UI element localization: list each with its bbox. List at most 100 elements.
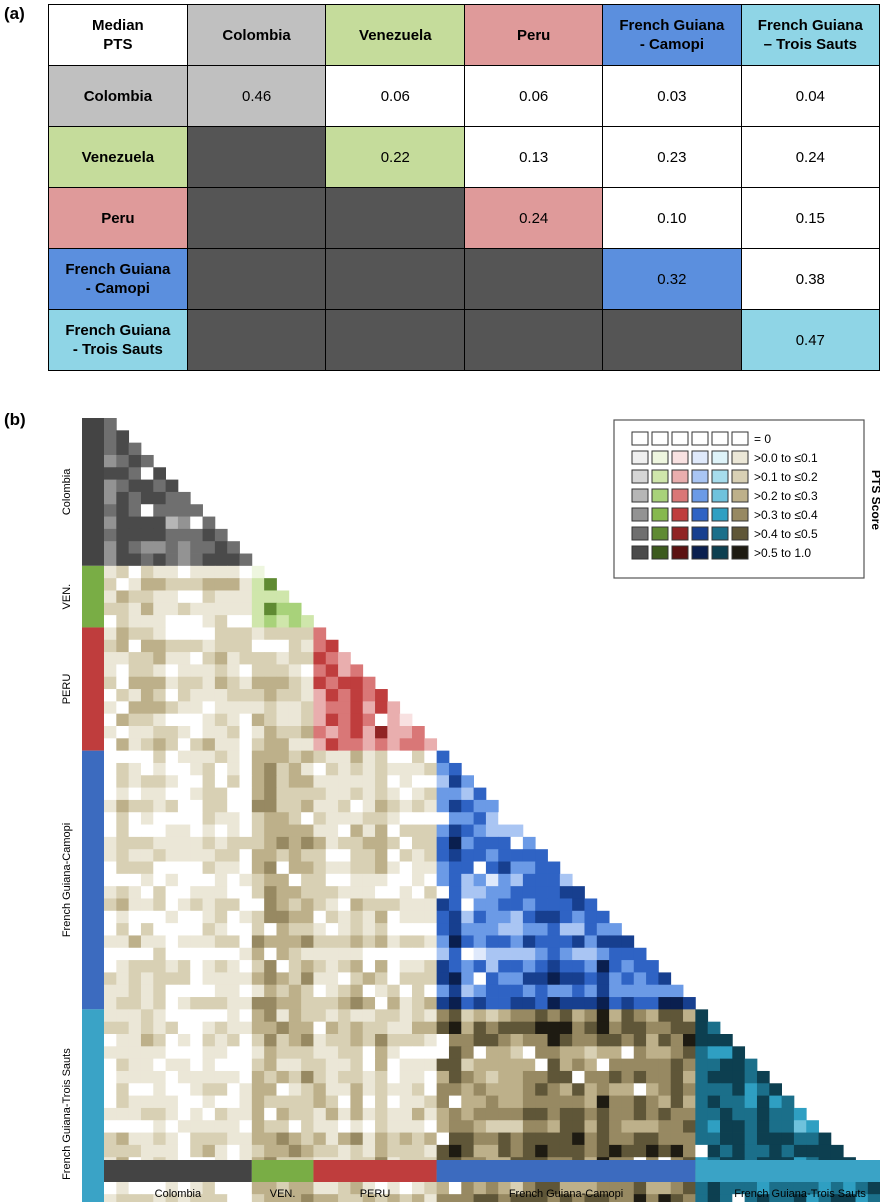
heatmap-cell bbox=[436, 1181, 450, 1195]
heatmap-cell bbox=[264, 1058, 277, 1072]
row-group-bar bbox=[82, 565, 104, 628]
heatmap-cell bbox=[104, 787, 117, 801]
heatmap-cell bbox=[473, 1144, 487, 1158]
heatmap-cell bbox=[140, 861, 154, 875]
heatmap-cell bbox=[387, 1034, 401, 1047]
heatmap-cell bbox=[177, 689, 191, 702]
heatmap-cell bbox=[535, 849, 548, 862]
heatmap-cell bbox=[264, 997, 277, 1010]
heatmap-cell bbox=[473, 947, 487, 961]
heatmap-cell bbox=[116, 1083, 130, 1096]
heatmap-cell bbox=[412, 1070, 425, 1084]
heatmap-cell bbox=[547, 861, 561, 875]
heatmap-cell bbox=[720, 1181, 733, 1195]
heatmap-cell bbox=[559, 1144, 573, 1158]
heatmap-cell bbox=[547, 960, 561, 973]
heatmap-cell bbox=[177, 553, 191, 567]
heatmap-cell bbox=[239, 627, 253, 641]
heatmap-cell bbox=[424, 1095, 438, 1109]
heatmap-cell bbox=[165, 627, 179, 641]
heatmap-cell bbox=[559, 1009, 573, 1023]
heatmap-cell bbox=[843, 1181, 856, 1195]
heatmap-cell bbox=[140, 479, 154, 493]
heatmap-cell bbox=[239, 762, 253, 776]
heatmap-cell bbox=[399, 1194, 413, 1202]
heatmap-cell bbox=[375, 997, 388, 1010]
heatmap-cell bbox=[140, 516, 154, 530]
heatmap-cell bbox=[461, 1021, 474, 1035]
heatmap-cell bbox=[424, 972, 438, 986]
heatmap-cell bbox=[153, 910, 166, 924]
heatmap-cell bbox=[239, 1095, 253, 1109]
heatmap-cell bbox=[276, 984, 290, 998]
heatmap-cell bbox=[375, 824, 388, 838]
column-header: Venezuela bbox=[325, 4, 466, 66]
heatmap-cell bbox=[301, 1132, 314, 1146]
heatmap-cell bbox=[350, 1034, 364, 1047]
heatmap-cell bbox=[756, 1181, 770, 1195]
heatmap-cell bbox=[301, 701, 314, 715]
heatmap-cell bbox=[128, 997, 142, 1010]
heatmap-cell bbox=[165, 886, 179, 899]
heatmap-cell bbox=[572, 886, 585, 899]
heatmap-cell bbox=[448, 775, 462, 788]
heatmap-cell bbox=[288, 615, 302, 628]
heatmap-cell bbox=[251, 972, 265, 986]
heatmap-cell bbox=[387, 1194, 401, 1202]
heatmap-cell bbox=[177, 1021, 191, 1035]
heatmap-cell bbox=[535, 1083, 548, 1096]
heatmap-cell bbox=[387, 997, 401, 1010]
heatmap-cell bbox=[104, 1194, 117, 1202]
heatmap-cell bbox=[177, 664, 191, 678]
heatmap-cell bbox=[190, 738, 203, 752]
heatmap-cell bbox=[116, 430, 130, 444]
heatmap-cell bbox=[116, 1095, 130, 1109]
heatmap-cell bbox=[547, 910, 561, 924]
heatmap-cell bbox=[510, 1095, 524, 1109]
heatmap-cell bbox=[596, 960, 610, 973]
heatmap-cell bbox=[461, 1181, 474, 1195]
heatmap-cell bbox=[227, 627, 240, 641]
heatmap-cell bbox=[412, 1009, 425, 1023]
heatmap-cell bbox=[473, 984, 487, 998]
heatmap-cell bbox=[239, 1009, 253, 1023]
heatmap-cell bbox=[473, 910, 487, 924]
heatmap-cell bbox=[522, 935, 536, 949]
heatmap-cell bbox=[202, 652, 216, 665]
heatmap-cell bbox=[830, 1181, 844, 1195]
heatmap-cell bbox=[646, 1046, 659, 1060]
heatmap-cell bbox=[239, 1181, 253, 1195]
heatmap-cell bbox=[251, 960, 265, 973]
heatmap-cell bbox=[153, 553, 166, 567]
heatmap-cell bbox=[153, 1083, 166, 1096]
heatmap-cell bbox=[399, 726, 413, 739]
heatmap-cell bbox=[288, 738, 302, 752]
heatmap-cell bbox=[165, 947, 179, 961]
heatmap-cell bbox=[239, 1107, 253, 1121]
heatmap-cell bbox=[214, 602, 228, 616]
heatmap-cell bbox=[153, 590, 166, 604]
heatmap-cell bbox=[633, 1021, 647, 1035]
heatmap-cell bbox=[412, 762, 425, 776]
heatmap-cell bbox=[609, 1120, 622, 1133]
heatmap-cell bbox=[448, 1181, 462, 1195]
column-group-bar bbox=[251, 1160, 314, 1182]
heatmap-cell bbox=[325, 861, 339, 875]
heatmap-cell bbox=[522, 972, 536, 986]
heatmap-cell bbox=[214, 972, 228, 986]
heatmap-cell bbox=[720, 1070, 733, 1084]
heatmap-cell bbox=[177, 849, 191, 862]
heatmap-cell bbox=[313, 1194, 327, 1202]
heatmap-cell bbox=[621, 1132, 635, 1146]
heatmap-cell bbox=[165, 578, 179, 591]
heatmap-cell bbox=[535, 910, 548, 924]
column-group-bar bbox=[695, 1160, 880, 1182]
heatmap-cell bbox=[412, 972, 425, 986]
heatmap-cell bbox=[572, 997, 585, 1010]
heatmap-cell bbox=[153, 565, 166, 579]
legend-swatch bbox=[671, 450, 689, 465]
heatmap-cell bbox=[288, 836, 302, 850]
heatmap-cell bbox=[658, 1132, 672, 1146]
heatmap-cell bbox=[744, 1132, 758, 1146]
heatmap-cell bbox=[276, 972, 290, 986]
